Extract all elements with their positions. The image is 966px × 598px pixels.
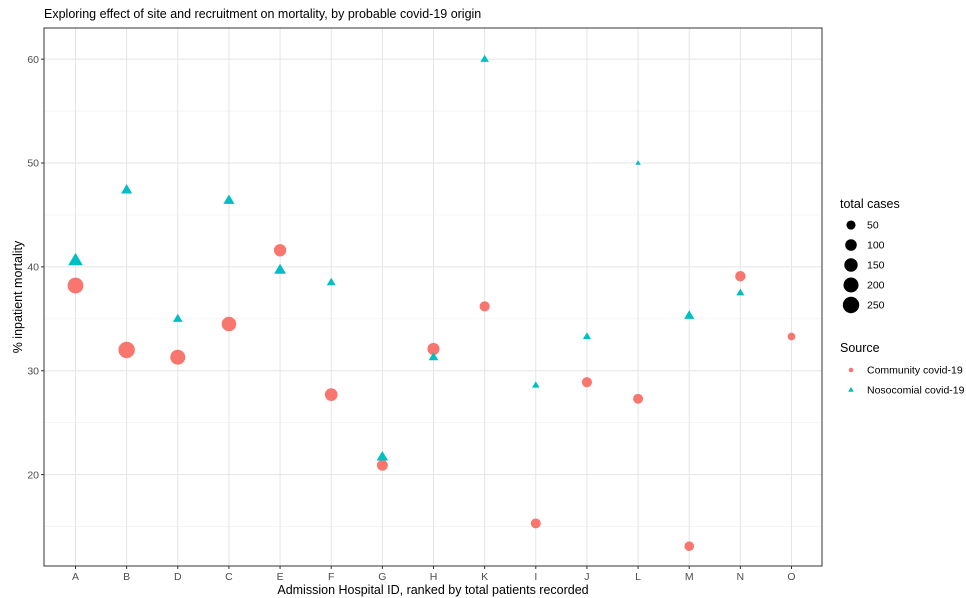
y-axis-title: % inpatient mortality [11, 240, 25, 353]
community-series [67, 244, 796, 552]
community-point [581, 377, 593, 388]
size-legend-key [845, 239, 857, 251]
size-legend-key [843, 277, 859, 293]
size-legend-key [846, 220, 856, 230]
community-point [479, 301, 490, 312]
x-tick-label: B [123, 571, 130, 583]
size-legend-key [844, 258, 858, 272]
x-tick-label: H [430, 571, 438, 583]
nosocomial-point [582, 332, 591, 340]
x-tick-label: L [635, 571, 641, 583]
axes: 20 30 40 50 60 A B D C E F G H K I J L M N O [27, 54, 795, 583]
nosocomial-point [376, 450, 389, 461]
community-point [684, 541, 695, 552]
community-point [735, 271, 746, 282]
x-tick-label: E [277, 571, 284, 583]
data-points [67, 54, 796, 552]
y-tick-label: 60 [27, 54, 39, 66]
community-point [633, 393, 644, 404]
size-legend-label: 100 [867, 240, 885, 252]
community-point [787, 332, 796, 341]
nosocomial-series [68, 54, 745, 461]
community-point [273, 244, 287, 257]
size-legend-label: 200 [867, 280, 885, 292]
community-point [67, 277, 84, 294]
community-point [530, 518, 541, 529]
chart-title: Exploring effect of site and recruitment… [44, 7, 481, 21]
x-tick-label: K [481, 571, 488, 583]
source-legend-label: Nosocomial covid-19 [867, 385, 965, 397]
nosocomial-point [223, 194, 235, 204]
source-legend-label: Community covid-19 [867, 365, 963, 377]
nosocomial-point [531, 381, 540, 388]
community-point [324, 388, 338, 401]
x-tick-label: A [72, 571, 79, 583]
nosocomial-point [172, 313, 183, 322]
x-tick-label: G [378, 571, 386, 583]
size-legend-title: total cases [840, 197, 900, 211]
y-tick-label: 40 [27, 262, 39, 274]
x-tick-label: I [534, 571, 537, 583]
community-point [118, 341, 135, 359]
x-tick-label: M [685, 571, 694, 583]
nosocomial-point [274, 263, 287, 274]
nosocomial-point [428, 352, 439, 361]
size-legend-label: 250 [867, 300, 885, 312]
x-tick-label: O [787, 571, 795, 583]
legend: total cases 50 100 150 200 250 Source Community… [840, 197, 965, 397]
y-tick-label: 20 [27, 469, 39, 481]
gridlines [44, 28, 822, 566]
size-legend-key [842, 296, 860, 314]
community-point [170, 349, 186, 365]
x-tick-label: D [174, 571, 182, 583]
community-point [427, 342, 440, 356]
nosocomial-point [480, 54, 489, 62]
nosocomial-point [121, 184, 133, 194]
nosocomial-point [736, 288, 745, 296]
x-tick-label: N [737, 571, 745, 583]
size-legend-label: 150 [867, 260, 885, 272]
x-tick-label: J [584, 571, 589, 583]
y-tick-label: 30 [27, 365, 39, 377]
x-tick-label: C [225, 571, 233, 583]
x-axis-title: Admission Hospital ID, ranked by total p… [277, 583, 588, 597]
nosocomial-point [635, 160, 641, 165]
nosocomial-point [68, 252, 83, 266]
size-legend-label: 50 [867, 220, 879, 232]
source-legend-title: Source [840, 341, 880, 355]
community-point [376, 459, 388, 471]
source-legend-key-community [848, 367, 854, 373]
nosocomial-point [684, 310, 695, 319]
x-tick-label: F [328, 571, 334, 583]
community-point [221, 316, 237, 332]
nosocomial-point [326, 277, 336, 286]
source-legend-key-nosocomial [848, 387, 854, 392]
y-tick-label: 50 [27, 158, 39, 170]
